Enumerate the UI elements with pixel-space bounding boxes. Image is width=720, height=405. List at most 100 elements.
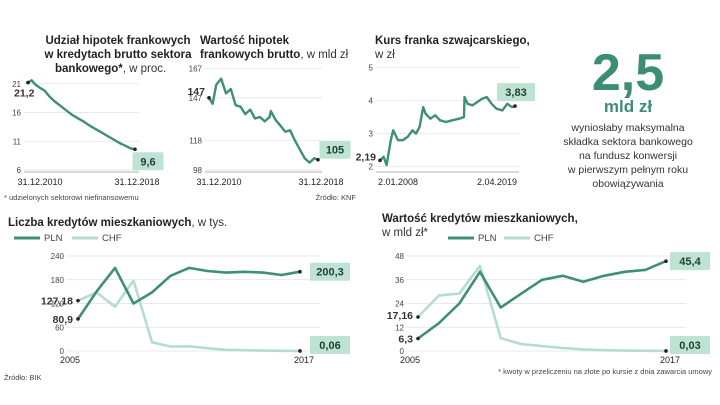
p4-ytick-2: 120 — [51, 300, 65, 309]
p3-series-line — [379, 95, 516, 167]
p1-end-badge — [132, 152, 164, 171]
panel4-source: Źródło: BIK — [4, 373, 42, 382]
panel4-title: Liczba kredytów mieszkaniowych, w tys. — [8, 217, 227, 229]
p1-ytick-3: 21 — [12, 80, 21, 89]
p2-start-point — [207, 96, 211, 100]
p5-pln-end-badge — [670, 252, 710, 271]
p4-pln-start-label: 80,9 — [53, 314, 74, 326]
p1-series-line — [27, 79, 136, 151]
p2-ytick-1: 118 — [189, 137, 202, 146]
p4-pln-end-badge-label: 200,3 — [316, 267, 344, 279]
p1-ytick-0: 6 — [17, 166, 22, 175]
panel1-title: Udział hipotek frankowych w kredytach br… — [44, 35, 193, 75]
p5-pln-end-badge-label: 45,4 — [679, 256, 701, 268]
p3-end-point — [513, 104, 517, 108]
p4-pln-end-badge — [310, 262, 350, 281]
p3-ytick-3: 5 — [369, 63, 374, 72]
p5-ytick-1: 12 — [395, 323, 404, 332]
p4-xtick-1: 2017 — [294, 355, 314, 365]
p2-ytick-0: 98 — [193, 166, 202, 175]
p5-pln-end-point — [664, 259, 668, 263]
panel2-title-line1: Wartość hipotek — [200, 35, 290, 47]
p5-series-chf — [417, 264, 667, 353]
chart-number-of-mortgages: 0 60 120 180 240 80,9 127,18 200,3 0,06 2005 2017 — [41, 252, 350, 365]
panel5-title-bold: Wartość kredytów mieszkaniowych, — [382, 213, 578, 225]
p2-ytick-3: 167 — [189, 64, 203, 73]
side-text-line5: obowiązywania — [592, 178, 663, 190]
panel1-footnote: * udzielonych sektorowi niefinansowemu — [4, 193, 139, 202]
panel2-title-line2: frankowych brutto, w mld zł — [200, 49, 349, 61]
legend-chf-label: CHF — [102, 233, 122, 244]
p5-chf-end-point — [664, 349, 668, 353]
p5-pln-start-point — [416, 336, 420, 341]
p5-series-pln — [417, 259, 667, 340]
p4-ytick-1: 60 — [55, 323, 64, 332]
panel2-title: Wartość hipotek frankowych brutto, w mld… — [200, 35, 349, 61]
p4-ytick-0: 0 — [60, 347, 65, 356]
p2-series-line — [207, 77, 319, 164]
p4-chf-end-point — [298, 349, 302, 353]
panel1-title-line3-bold: bankowego* — [55, 63, 123, 75]
p2-end-badge-label: 105 — [326, 145, 344, 157]
side-text-line4: w pierwszym pełnym roku — [567, 164, 688, 176]
p1-end-point — [133, 147, 137, 152]
panel1-title-unit: , w proc. — [123, 63, 166, 75]
p2-xtick-1: 31.12.2018 — [298, 177, 343, 187]
side-big-value: 2,5 — [592, 44, 664, 102]
side-text-line3: na fundusz konwersji — [579, 150, 677, 162]
p4-chf-end-badge-label: 0,06 — [319, 340, 340, 352]
chart-chf-exchange-rate: 2 3 4 5 2,19 3,83 2.01.2008 2.04.2019 — [356, 63, 535, 187]
p5-chf-end-badge — [670, 335, 710, 354]
panel4-title-unit: , w tys. — [191, 217, 227, 229]
p5-chf-start-point — [416, 315, 420, 319]
p2-end-badge — [319, 140, 351, 159]
p2-xtick-0: 31.12.2010 — [196, 177, 241, 187]
p5-ytick-2: 24 — [395, 300, 404, 309]
p4-ytick-3: 180 — [51, 276, 65, 285]
panel2-title-unit: , w mld zł — [300, 49, 348, 61]
p1-ytick-1: 11 — [13, 137, 22, 146]
p1-ytick-2: 16 — [12, 109, 21, 118]
p5-pln-start-label: 6,3 — [398, 334, 413, 346]
p1-xtick-0: 31.12.2010 — [17, 177, 62, 187]
legend-chf-label-2: CHF — [534, 233, 554, 244]
panel2-source: Źródło: KNF — [316, 193, 357, 202]
panel5-title: Wartość kredytów mieszkaniowych, w mld z… — [381, 213, 578, 239]
p2-end-point — [316, 157, 320, 162]
p3-xtick-0: 2.01.2008 — [378, 177, 418, 187]
panel1-title-line3: bankowego*, w proc. — [55, 63, 166, 75]
p4-series-chf — [77, 279, 301, 353]
p4-series-pln — [76, 266, 301, 320]
panel3-title-line1: Kurs franka szwajcarskiego, — [375, 35, 530, 47]
p2-start-label: 147 — [187, 86, 205, 98]
panel3-title: Kurs franka szwajcarskiego, w zł — [374, 35, 530, 61]
p3-ytick-2: 4 — [369, 96, 374, 105]
p5-ytick-3: 36 — [395, 276, 404, 285]
chart-value-chf-mortgages: 98 118 147 167 147 105 31.12.2010 31.12.2018 — [187, 64, 351, 187]
p1-xtick-1: 31.12.2018 — [114, 177, 159, 187]
p3-start-point — [378, 158, 382, 163]
p3-end-badge — [497, 83, 535, 102]
panel2-title-line2-bold: frankowych brutto — [200, 49, 300, 61]
p4-chf-start-point — [76, 298, 80, 303]
p3-start-label: 2,19 — [356, 151, 377, 163]
side-text-line1: wyniosłaby maksymalna — [570, 122, 684, 134]
panel5-title-unit: w mld zł* — [381, 227, 429, 239]
p5-ytick-4: 48 — [395, 252, 404, 261]
panel3-title-unit: w zł — [374, 49, 395, 61]
panel5-footnote: * kwoty w przeliczeniu na złote po kursi… — [498, 367, 712, 376]
p3-end-badge-label: 3,83 — [505, 87, 526, 99]
p4-ytick-4: 240 — [51, 252, 65, 261]
p4-pln-start-point — [76, 317, 80, 321]
legend-pln-label: PLN — [44, 233, 63, 244]
p1-start-point — [26, 80, 30, 85]
p5-xtick-0: 2005 — [400, 355, 420, 365]
p4-chf-end-badge — [310, 335, 350, 354]
p1-start-label: 21,2 — [14, 88, 35, 100]
p4-pln-end-point — [298, 269, 302, 274]
side-big-unit: mld zł — [604, 97, 652, 116]
p3-ytick-0: 2 — [369, 163, 374, 172]
side-text-line2: składka sektora bankowego — [563, 136, 693, 148]
panel1-title-line2: w kredytach brutto sektora — [44, 49, 193, 61]
